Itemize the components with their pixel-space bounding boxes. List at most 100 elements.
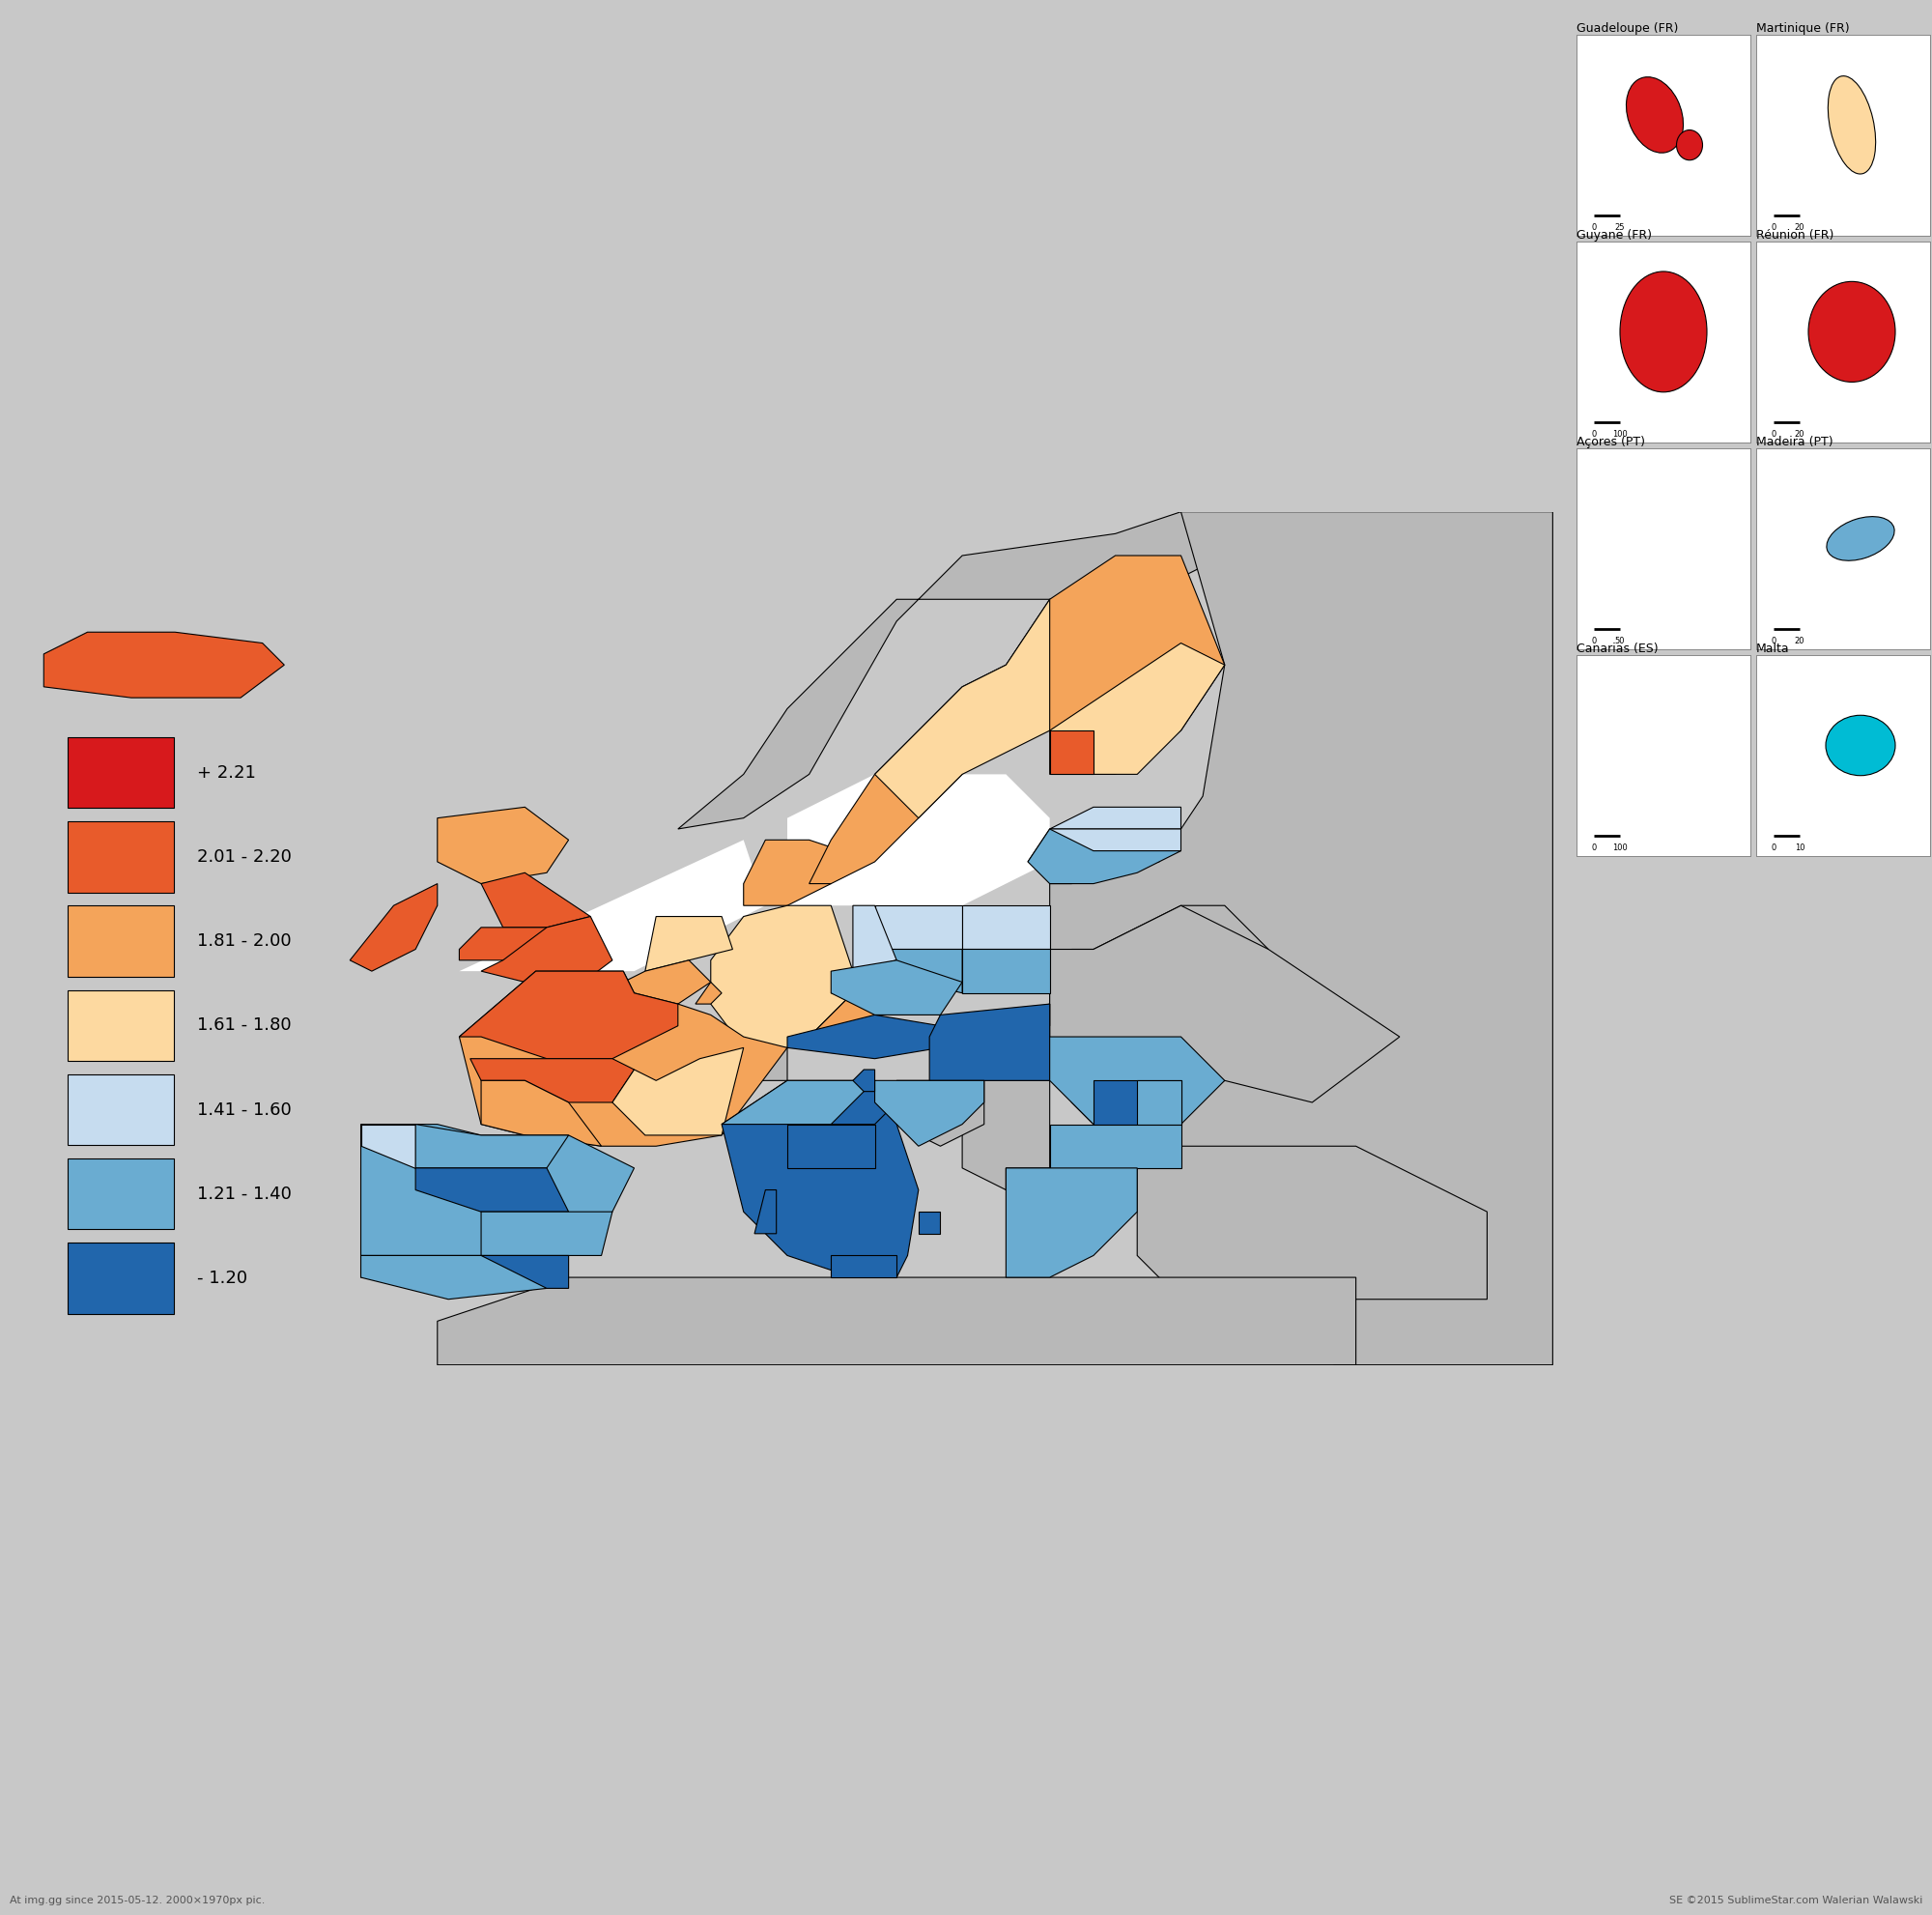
Polygon shape — [460, 841, 765, 971]
Ellipse shape — [1808, 282, 1895, 381]
Polygon shape — [1049, 1036, 1225, 1124]
Text: 0: 0 — [1772, 222, 1776, 232]
Text: Réunion (FR): Réunion (FR) — [1756, 228, 1833, 241]
Polygon shape — [723, 1080, 918, 1277]
Ellipse shape — [1828, 77, 1876, 174]
Ellipse shape — [1619, 272, 1708, 393]
Text: 20: 20 — [1795, 636, 1804, 645]
Polygon shape — [44, 632, 284, 697]
Polygon shape — [810, 599, 1049, 883]
Text: 0: 0 — [1592, 429, 1596, 439]
Polygon shape — [831, 1080, 896, 1124]
Text: 0: 0 — [1772, 429, 1776, 439]
Text: 25: 25 — [1615, 222, 1625, 232]
Polygon shape — [612, 1048, 744, 1136]
Polygon shape — [1049, 1124, 1180, 1168]
Polygon shape — [788, 994, 875, 1048]
Ellipse shape — [1677, 130, 1702, 161]
Polygon shape — [1049, 730, 1094, 774]
Text: 0: 0 — [1592, 843, 1596, 852]
Polygon shape — [460, 927, 547, 959]
Polygon shape — [875, 599, 1138, 818]
Text: 0: 0 — [1772, 843, 1776, 852]
Text: 10: 10 — [1795, 843, 1804, 852]
Polygon shape — [1049, 643, 1225, 774]
Text: Guadeloupe (FR): Guadeloupe (FR) — [1577, 21, 1679, 34]
Text: 1.21 - 1.40: 1.21 - 1.40 — [197, 1185, 292, 1203]
Polygon shape — [1138, 1080, 1180, 1124]
Polygon shape — [361, 1124, 415, 1168]
Polygon shape — [437, 806, 568, 883]
Polygon shape — [1049, 511, 1553, 1365]
Polygon shape — [678, 511, 1225, 829]
Polygon shape — [0, 511, 1575, 1365]
Polygon shape — [941, 1003, 1049, 1026]
Polygon shape — [624, 959, 711, 1003]
Polygon shape — [361, 1256, 568, 1289]
Polygon shape — [852, 1070, 875, 1092]
Polygon shape — [755, 1147, 777, 1180]
Text: 1.61 - 1.80: 1.61 - 1.80 — [197, 1017, 292, 1034]
Text: Açores (PT): Açores (PT) — [1577, 435, 1646, 448]
Polygon shape — [831, 1256, 896, 1277]
Polygon shape — [481, 873, 591, 927]
Polygon shape — [875, 1080, 983, 1147]
Polygon shape — [481, 1080, 601, 1147]
Polygon shape — [481, 1212, 612, 1256]
Polygon shape — [1094, 1080, 1180, 1124]
Ellipse shape — [1826, 716, 1895, 776]
Text: 0: 0 — [1592, 636, 1596, 645]
Text: Martinique (FR): Martinique (FR) — [1756, 21, 1849, 34]
Polygon shape — [361, 1168, 427, 1180]
Polygon shape — [361, 1124, 634, 1298]
Polygon shape — [962, 906, 1049, 950]
Polygon shape — [645, 917, 732, 971]
Text: 100: 100 — [1613, 843, 1627, 852]
Text: SE ©2015 SublimeStar.com Walerian Walawski: SE ©2015 SublimeStar.com Walerian Walaws… — [1669, 1896, 1922, 1905]
Text: 50: 50 — [1615, 636, 1625, 645]
Polygon shape — [788, 774, 1049, 906]
Polygon shape — [896, 1080, 983, 1147]
Polygon shape — [460, 971, 678, 1059]
Polygon shape — [788, 1015, 941, 1059]
Polygon shape — [699, 1036, 788, 1080]
Polygon shape — [723, 1080, 875, 1124]
Polygon shape — [361, 1168, 427, 1277]
Polygon shape — [437, 1277, 1356, 1365]
Polygon shape — [1007, 1168, 1049, 1212]
Polygon shape — [875, 950, 962, 994]
Text: 2.01 - 2.20: 2.01 - 2.20 — [197, 848, 292, 866]
Polygon shape — [696, 982, 723, 1003]
Text: Malta: Malta — [1756, 642, 1789, 655]
Text: 20: 20 — [1795, 222, 1804, 232]
Polygon shape — [350, 883, 437, 971]
Polygon shape — [962, 950, 1049, 994]
Text: Canarias (ES): Canarias (ES) — [1577, 642, 1658, 655]
Polygon shape — [460, 971, 788, 1147]
Text: 0: 0 — [1592, 222, 1596, 232]
Text: 0: 0 — [1772, 636, 1776, 645]
Polygon shape — [711, 906, 852, 1048]
Polygon shape — [1072, 906, 1269, 971]
Ellipse shape — [1826, 517, 1895, 561]
Polygon shape — [1028, 829, 1180, 883]
Text: Guyane (FR): Guyane (FR) — [1577, 228, 1652, 241]
Text: 1.41 - 1.60: 1.41 - 1.60 — [197, 1101, 292, 1118]
Polygon shape — [929, 1003, 1049, 1080]
Polygon shape — [481, 917, 612, 994]
Polygon shape — [415, 1124, 568, 1168]
Polygon shape — [1049, 906, 1399, 1103]
Polygon shape — [852, 906, 896, 971]
Polygon shape — [875, 906, 962, 950]
Polygon shape — [918, 1212, 941, 1233]
Polygon shape — [744, 841, 842, 906]
Text: 20: 20 — [1795, 429, 1804, 439]
Text: 1.81 - 2.00: 1.81 - 2.00 — [197, 933, 292, 950]
Polygon shape — [962, 1080, 1049, 1189]
Polygon shape — [1138, 1147, 1488, 1298]
Polygon shape — [755, 1189, 777, 1233]
Polygon shape — [1007, 1168, 1138, 1277]
Polygon shape — [469, 1059, 634, 1103]
Polygon shape — [1028, 829, 1180, 862]
Text: Madeira (PT): Madeira (PT) — [1756, 435, 1833, 448]
